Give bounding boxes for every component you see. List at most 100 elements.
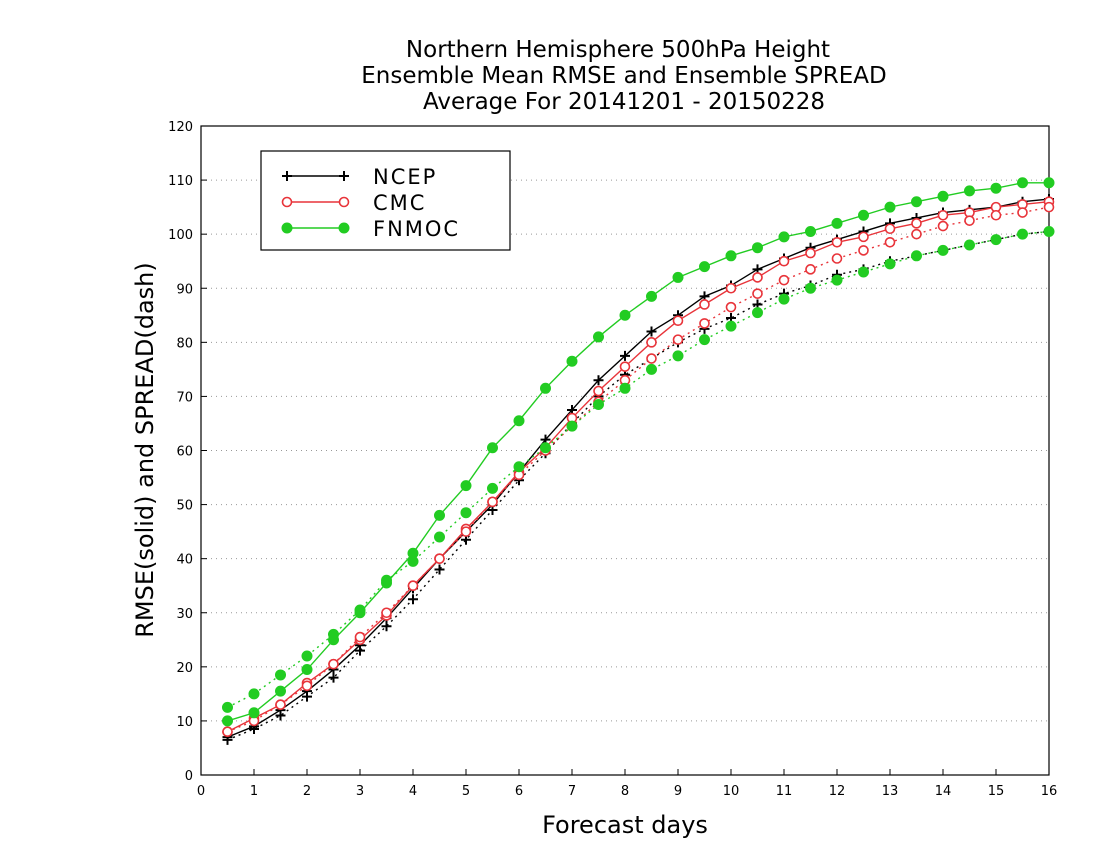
data-point-fnmoc-rmse — [699, 261, 710, 273]
data-point-cmc-spread — [1017, 207, 1028, 218]
series-line-cmc-rmse — [227, 201, 1050, 733]
data-point-fnmoc-spread — [937, 244, 949, 256]
x-tick-label: 10 — [723, 784, 740, 799]
data-point-cmc-spread — [222, 726, 233, 738]
data-point-fnmoc-spread — [540, 442, 551, 454]
y-tick-label: 40 — [176, 553, 193, 568]
chart-title-line-2: Ensemble Mean RMSE and Ensemble SPREAD — [361, 63, 886, 89]
data-point-fnmoc-spread — [831, 274, 843, 286]
y-tick-label: 80 — [176, 336, 193, 351]
data-point-fnmoc-rmse — [858, 209, 869, 221]
series-layer — [222, 177, 1055, 745]
x-axis-label: Forecast days — [542, 811, 708, 839]
x-tick-label: 14 — [935, 784, 952, 799]
data-point-cmc-spread — [301, 680, 313, 692]
data-point-fnmoc-spread — [805, 282, 816, 294]
x-tick-label: 12 — [829, 784, 846, 799]
data-point-cmc-spread — [460, 526, 472, 537]
legend-item-fnmoc: FNMOC — [281, 217, 458, 241]
data-point-cmc-rmse — [619, 361, 631, 372]
data-point-fnmoc-rmse — [460, 480, 472, 492]
data-point-fnmoc-spread — [301, 650, 313, 662]
x-tick-label: 0 — [197, 784, 205, 799]
y-axis: 0 10 20 30 40 50 60 70 80 90 100 110 120 — [168, 120, 207, 784]
data-point-fnmoc-spread — [1043, 225, 1055, 237]
data-point-fnmoc-rmse — [619, 309, 631, 321]
data-point-cmc-spread — [858, 245, 869, 256]
data-point-fnmoc-spread — [328, 628, 339, 640]
data-point-cmc-spread — [884, 236, 896, 248]
data-point-fnmoc-rmse — [222, 715, 233, 727]
data-point-fnmoc-spread — [593, 399, 604, 411]
data-point-fnmoc-spread — [725, 320, 737, 332]
x-tick-label: 3 — [356, 784, 364, 799]
y-tick-label: 0 — [185, 769, 193, 784]
legend-marker — [281, 222, 293, 234]
series-fnmoc-rmse — [222, 177, 1055, 727]
data-point-fnmoc-spread — [778, 293, 790, 305]
y-tick-label: 90 — [176, 282, 193, 297]
data-point-cmc-spread — [964, 215, 975, 226]
data-point-fnmoc-rmse — [805, 225, 816, 237]
data-point-cmc-rmse — [725, 282, 737, 294]
series-line-fnmoc-spread — [227, 230, 1050, 709]
x-axis: 0 1 2 3 4 5 6 7 8 9 10 11 12 13 14 15 16 — [197, 769, 1057, 799]
data-point-cmc-spread — [725, 301, 737, 313]
data-point-fnmoc-rmse — [487, 442, 498, 454]
x-tick-label: 15 — [988, 784, 1005, 799]
data-point-cmc-spread — [407, 580, 419, 592]
y-tick-label: 110 — [168, 174, 193, 189]
y-tick-label: 100 — [168, 228, 193, 243]
data-point-fnmoc-rmse — [566, 355, 578, 367]
y-tick-label: 20 — [176, 661, 193, 676]
data-point-cmc-rmse — [937, 209, 949, 221]
x-tick-label: 4 — [409, 784, 417, 799]
data-point-ncep-spread — [408, 594, 418, 605]
y-tick-label: 60 — [176, 445, 193, 460]
data-point-fnmoc-rmse — [248, 707, 260, 719]
data-point-fnmoc-rmse — [301, 664, 313, 676]
data-point-fnmoc-spread — [248, 688, 260, 700]
data-point-fnmoc-spread — [858, 266, 869, 278]
data-point-fnmoc-spread — [407, 555, 419, 567]
x-tick-label: 5 — [462, 784, 470, 799]
data-point-fnmoc-rmse — [646, 290, 657, 302]
data-point-fnmoc-spread — [646, 363, 657, 375]
data-point-cmc-spread — [937, 220, 949, 232]
x-tick-label: 2 — [303, 784, 311, 799]
legend-marker — [338, 222, 350, 234]
data-point-fnmoc-rmse — [593, 331, 604, 343]
data-point-fnmoc-rmse — [725, 250, 737, 262]
data-point-cmc-rmse — [593, 385, 604, 397]
legend-item-ncep: NCEP — [282, 165, 435, 189]
data-point-cmc-spread — [805, 264, 816, 275]
y-axis-label: RMSE(solid) and SPREAD(dash) — [131, 262, 159, 638]
data-point-cmc-rmse — [805, 247, 816, 259]
data-point-fnmoc-spread — [222, 701, 233, 713]
data-point-fnmoc-spread — [460, 507, 472, 519]
data-point-cmc-rmse — [778, 255, 790, 267]
data-point-fnmoc-spread — [911, 250, 922, 262]
data-point-fnmoc-spread — [884, 258, 896, 270]
data-point-ncep-rmse — [646, 326, 657, 337]
data-point-cmc-rmse — [752, 272, 763, 283]
data-point-cmc-spread — [831, 253, 843, 264]
data-point-cmc-spread — [672, 334, 684, 345]
data-point-fnmoc-rmse — [540, 382, 551, 394]
x-tick-label: 13 — [882, 784, 899, 799]
data-point-fnmoc-rmse — [964, 185, 975, 197]
data-point-cmc-spread — [699, 318, 710, 329]
data-point-fnmoc-rmse — [990, 182, 1002, 194]
x-tick-label: 9 — [674, 784, 682, 799]
x-tick-label: 8 — [621, 784, 629, 799]
chart-title-line-3: Average For 20141201 - 20150228 — [423, 89, 825, 115]
data-point-ncep-spread — [434, 564, 445, 575]
y-tick-label: 120 — [168, 120, 193, 135]
data-point-fnmoc-rmse — [275, 685, 286, 697]
series-ncep-spread — [222, 226, 1054, 745]
data-point-cmc-spread — [752, 288, 763, 299]
data-point-cmc-spread — [434, 553, 445, 564]
data-point-cmc-spread — [990, 209, 1002, 221]
